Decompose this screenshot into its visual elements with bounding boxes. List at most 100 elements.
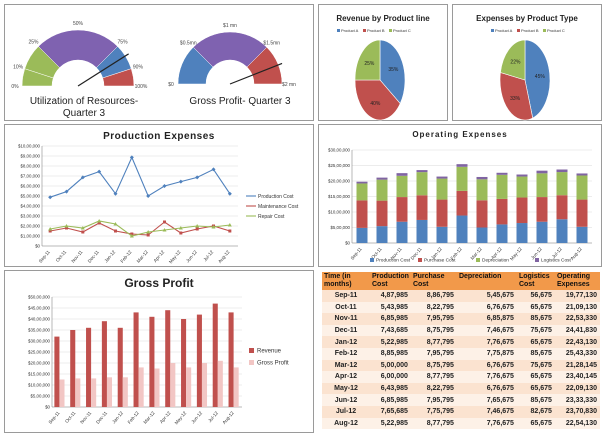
production-chart-y-tick-label: $7,00,000 (20, 174, 40, 179)
operating-bar-segment (396, 175, 408, 198)
table-row: Jun-12 6,85,985 7,95,795 7,65,675 85,675 23,3… (322, 394, 600, 406)
gross-profit-title: Gross Profit (124, 276, 194, 290)
revenue-pie-slice-label: 25% (364, 61, 375, 67)
operating-expenses-table: Time (in months) Production Cost Purchas… (322, 272, 600, 430)
table-cell-month: Oct-11 (322, 301, 370, 314)
production-point (178, 226, 183, 230)
production-chart-y-tick-label: $10,00,000 (18, 144, 41, 149)
production-chart-y-tick-label: $2,00,000 (20, 224, 40, 229)
production-point (228, 229, 232, 233)
production-point (81, 230, 85, 234)
table-cell: 6,00,000 (370, 371, 411, 383)
production-chart-x-tick-label: Aug-12 (217, 249, 231, 264)
gross-chart-y-tick-label: $50,00,000 (28, 295, 51, 300)
table-cell: 22,54,130 (554, 417, 600, 430)
gauge-1-tick-label: 75% (118, 39, 129, 45)
production-series-line (49, 156, 231, 198)
gross-chart-y-tick-label: $5,00,000 (30, 394, 50, 399)
table-cell: 65,675 (516, 336, 555, 348)
gross-chart-y-tick-label: $20,00,000 (28, 361, 51, 366)
table-cell: 7,76,675 (456, 417, 517, 430)
gross-legend-swatch (249, 360, 254, 365)
gross-bar (117, 327, 123, 407)
gross-chart-x-tick-label: Jun-12 (190, 410, 203, 424)
operating-chart-y-tick-label: $15,00,000 (328, 194, 351, 199)
revenue-pie-legend-swatch (363, 29, 366, 32)
operating-bar-segment (356, 183, 368, 201)
production-point (146, 230, 151, 234)
production-chart-x-tick-label: Nov-11 (70, 249, 83, 264)
production-point (195, 227, 199, 231)
table-cell: 85,675 (516, 313, 555, 325)
operating-bar-segment (516, 197, 528, 224)
operating-bar-segment (456, 190, 468, 216)
table-cell-month: Aug-12 (322, 417, 370, 430)
production-legend-entry: Production Cost (258, 194, 294, 200)
table-cell: 75,675 (516, 324, 555, 337)
table-cell: 5,45,675 (456, 290, 517, 302)
table-cell: 6,85,875 (456, 313, 517, 325)
production-point (97, 169, 102, 174)
gross-bar (149, 316, 155, 407)
production-point (80, 226, 85, 230)
production-chart-x-tick-label: Sep-11 (38, 249, 51, 264)
production-chart-y-tick-label: $4,00,000 (20, 204, 40, 209)
operating-bar-segment (456, 215, 468, 243)
production-chart-x-tick-label: May-12 (168, 249, 182, 264)
production-point (211, 167, 216, 172)
gross-chart-y-tick-label: $45,00,000 (28, 306, 51, 311)
production-expenses-title: Production Expenses (103, 131, 215, 142)
production-chart-y-tick-label: $0 (35, 244, 40, 249)
production-chart-y-tick-label: $9,00,000 (20, 154, 40, 159)
operating-bar-segment (536, 221, 548, 243)
operating-legend-entry: Depreciation (482, 258, 509, 264)
operating-bar-segment (536, 173, 548, 198)
operating-bar-segment (576, 175, 588, 200)
gross-chart-y-tick-label: $40,00,000 (28, 317, 51, 322)
production-chart-y-tick-label: $6,00,000 (20, 184, 40, 189)
table-row: Nov-11 6,85,985 7,95,795 6,85,875 85,675 22,5… (322, 313, 600, 325)
operating-legend-entry: Purchase Cost (424, 258, 456, 264)
gross-legend-swatch (249, 348, 254, 353)
operating-chart-y-tick-label: $10,00,000 (328, 210, 351, 215)
operating-bar-segment (456, 166, 468, 191)
production-point (179, 231, 183, 235)
table-cell: 7,75,875 (456, 347, 517, 360)
gauge-1-tick-label: 25% (28, 39, 39, 45)
production-point (114, 229, 117, 233)
gauge-1-tick-label: 0% (11, 84, 19, 90)
production-chart-y-tick-label: $5,00,000 (20, 194, 40, 199)
gross-chart-x-tick-label: Jul-12 (207, 410, 219, 423)
gross-chart-x-tick-label: Oct-11 (64, 410, 77, 424)
operating-bar-segment (356, 200, 368, 228)
table-cell: 23,33,330 (554, 394, 600, 406)
table-header: Purchase Cost (410, 272, 457, 290)
operating-bar-segment (556, 195, 568, 220)
table-cell: 6,76,675 (456, 301, 517, 314)
gross-legend-entry: Gross Profit (257, 361, 289, 367)
production-point (129, 155, 134, 160)
expenses-pie-legend-entry: Product C (547, 28, 565, 33)
gross-chart-x-tick-label: Apr-12 (159, 410, 172, 424)
production-point (65, 226, 68, 230)
gross-chart-y-tick-label: $35,00,000 (28, 328, 51, 333)
revenue-pie-legend-entry: Product B (367, 28, 385, 33)
production-point (211, 225, 216, 229)
production-point (146, 194, 151, 198)
gross-chart-x-tick-label: Dec-11 (95, 410, 108, 425)
gross-bar (212, 303, 218, 407)
production-point (80, 175, 85, 180)
table-cell: 6,76,675 (456, 382, 517, 395)
operating-bar-segment (416, 219, 428, 243)
gauge-2-tick-label: $1 mn (223, 23, 237, 29)
table-cell: 7,95,795 (410, 313, 457, 325)
table-cell: 6,85,985 (370, 394, 411, 406)
production-point (162, 228, 167, 232)
production-point (163, 220, 166, 224)
expenses-pie-slice (500, 39, 526, 81)
table-cell: 7,95,795 (410, 394, 457, 406)
production-chart-x-tick-label: Oct-11 (55, 249, 68, 263)
table-cell: 65,675 (516, 301, 555, 314)
table-row: Oct-11 5,43,985 8,22,795 6,76,675 65,675 21,0… (322, 301, 600, 314)
